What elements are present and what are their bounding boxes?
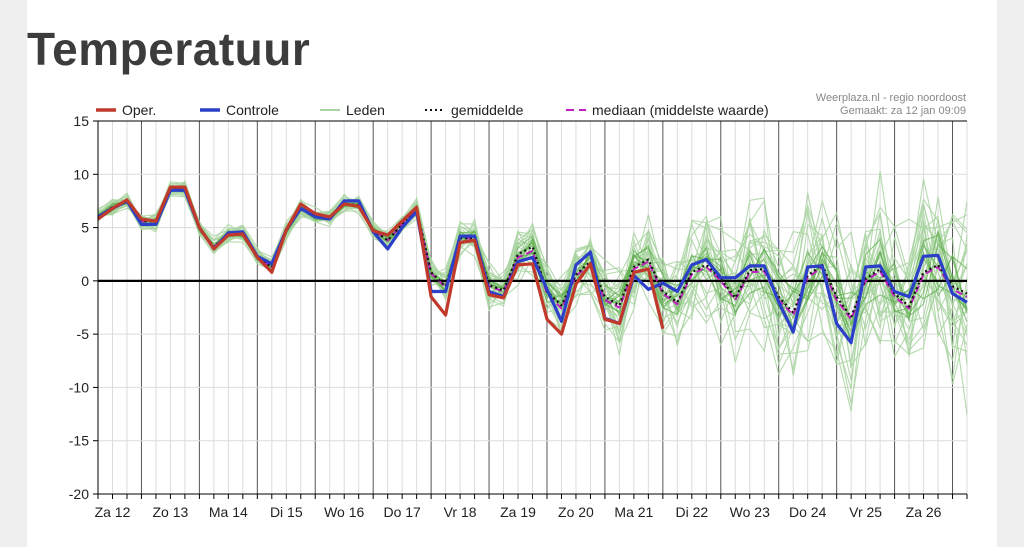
x-tick-label: Wo 16 [324, 504, 364, 520]
y-tick-label: -5 [77, 326, 90, 342]
legend-label: Oper. [122, 102, 156, 118]
source-label: Weerplaza.nl - regio noordoost [816, 92, 966, 104]
legend-label: Leden [346, 102, 385, 118]
y-tick-label: -10 [69, 379, 89, 395]
member-line [97, 180, 968, 348]
y-tick-label: 5 [81, 220, 89, 236]
series-lines [97, 185, 968, 345]
series-line-oper [97, 185, 665, 336]
created-label: Gemaakt: za 12 jan 09:09 [840, 105, 966, 117]
x-tick-label: Di 22 [675, 504, 708, 520]
x-tick-label: Di 15 [270, 504, 303, 520]
y-tick-label: -15 [69, 433, 89, 449]
x-tick-label: Do 24 [789, 504, 827, 520]
legend-label: Controle [226, 102, 279, 118]
y-tick-label: 0 [81, 273, 89, 289]
chart-axes: 15 10 5 0 -5 -10 -15 -20 Za 12 Zo 13 Ma 14 Di 15 Wo … [69, 113, 968, 520]
x-tick-label: Vr 25 [849, 504, 882, 520]
y-tick-label: 10 [73, 166, 89, 182]
y-tick-label: 15 [73, 113, 89, 129]
x-tick-label: Vr 18 [444, 504, 477, 520]
x-tick-label: Za 26 [906, 504, 942, 520]
x-tick-label: Wo 23 [730, 504, 770, 520]
x-tick-label: Zo 20 [558, 504, 594, 520]
page-title: Temperatuur [27, 23, 311, 75]
x-tick-label: Za 19 [500, 504, 536, 520]
series-line-controle [97, 188, 968, 345]
legend-label: gemiddelde [451, 102, 524, 118]
x-tick-label: Do 17 [383, 504, 421, 520]
x-tick-label: Za 12 [95, 504, 131, 520]
x-tick-label: Ma 21 [614, 504, 653, 520]
x-tick-label: Ma 14 [209, 504, 248, 520]
x-tick-label: Zo 13 [153, 504, 189, 520]
chart-legend: Oper. Controle Leden gemiddelde mediaan (mid… [96, 102, 769, 118]
legend-label: mediaan (middelste waarde) [592, 102, 769, 118]
y-tick-label: -20 [69, 486, 89, 502]
